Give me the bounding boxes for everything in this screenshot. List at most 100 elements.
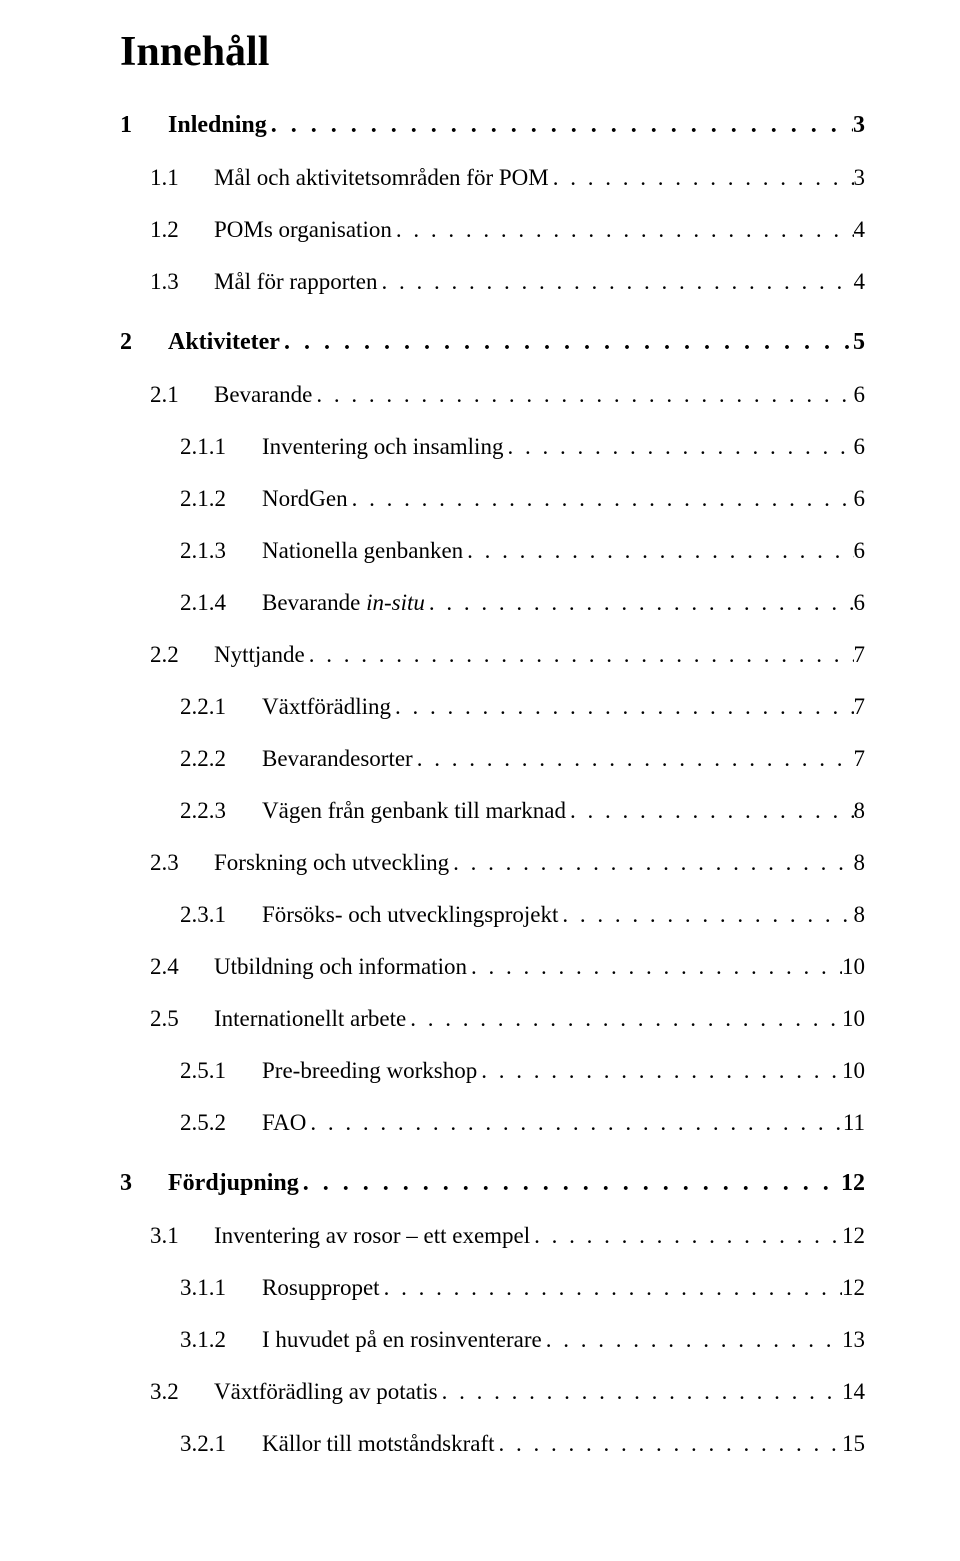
toc-page-number: 6: [854, 382, 866, 408]
toc-page-number: 4: [854, 269, 866, 295]
toc-number: 2.1.2: [180, 486, 262, 512]
toc-entry: 1.2POMs organisation 4: [150, 217, 865, 243]
toc-number: 1: [120, 112, 168, 139]
toc-leader-dots: [503, 434, 853, 460]
toc-entry: 3Fördjupning12: [120, 1170, 865, 1197]
toc-page-number: 6: [854, 434, 866, 460]
toc-title: POMs organisation: [214, 217, 392, 243]
toc-page-number: 6: [854, 486, 866, 512]
toc-page-number: 12: [842, 1275, 865, 1301]
toc-entry: 2.2.2Bevarandesorter7: [180, 746, 865, 772]
toc-page-number: 10: [842, 1006, 865, 1032]
toc-number: 2.5.2: [180, 1110, 262, 1136]
toc-page-number: 6: [854, 590, 866, 616]
toc-number: 1.3: [150, 269, 214, 295]
document-title: Innehåll: [120, 28, 865, 76]
toc-entry: 2.3.1Försöks- och utvecklingsprojekt 8: [180, 902, 865, 928]
toc-number: 2.5.1: [180, 1058, 262, 1084]
toc-title: I huvudet på en rosinventerare: [262, 1327, 542, 1353]
toc-number: 3.1.2: [180, 1327, 262, 1353]
toc-leader-dots: [413, 746, 854, 772]
toc-page-number: 8: [854, 902, 866, 928]
toc-number: 3.1.1: [180, 1275, 262, 1301]
toc-page-number: 15: [842, 1431, 865, 1457]
toc-entry: 3.2Växtförädling av potatis14: [150, 1379, 865, 1405]
toc-number: 2.3: [150, 850, 214, 876]
toc-title: Mål för rapporten: [214, 269, 378, 295]
toc-title: Rosuppropet: [262, 1275, 380, 1301]
toc-title: Vägen från genbank till marknad: [262, 798, 566, 824]
toc-page-number: 3: [853, 112, 865, 139]
toc-leader-dots: [425, 590, 854, 616]
toc-leader-dots: [306, 1110, 843, 1136]
toc-page-number: 13: [842, 1327, 865, 1353]
toc-leader-dots: [391, 694, 853, 720]
toc-number: 2.1.4: [180, 590, 262, 616]
toc-title: Nationella genbanken: [262, 538, 463, 564]
toc-number: 2.1: [150, 382, 214, 408]
toc-entry: 2.2.3Vägen från genbank till marknad8: [180, 798, 865, 824]
toc-title: Bevarandesorter: [262, 746, 413, 772]
toc-number: 3: [120, 1170, 168, 1197]
toc-page-number: 5: [853, 329, 865, 356]
toc-title: Aktiviteter: [168, 329, 280, 356]
toc-title: Internationellt arbete: [214, 1006, 406, 1032]
toc-page-number: 8: [854, 850, 866, 876]
toc-title: Mål och aktivitetsområden för POM: [214, 165, 549, 191]
toc-leader-dots: [495, 1431, 842, 1457]
toc-page-number: 3: [854, 165, 866, 191]
toc-page-number: 4: [854, 217, 866, 243]
toc-leader-dots: [378, 269, 854, 295]
toc-title: Bevarande: [214, 382, 312, 408]
toc-title: Inventering och insamling: [262, 434, 503, 460]
toc-number: 1.2: [150, 217, 214, 243]
toc-number: 2.2.1: [180, 694, 262, 720]
toc-entry: 2.5.1Pre-breeding workshop 10: [180, 1058, 865, 1084]
toc-title: Inventering av rosor – ett exempel: [214, 1223, 530, 1249]
toc-title: Försöks- och utvecklingsprojekt: [262, 902, 558, 928]
toc-title: Pre-breeding workshop: [262, 1058, 477, 1084]
toc-page-number: 8: [854, 798, 866, 824]
toc-leader-dots: [542, 1327, 842, 1353]
toc-page-number: 12: [841, 1170, 865, 1197]
toc-leader-dots: [467, 954, 842, 980]
toc-number: 2.1.1: [180, 434, 262, 460]
toc-title: NordGen: [262, 486, 348, 512]
toc-leader-dots: [558, 902, 853, 928]
toc-leader-dots: [406, 1006, 842, 1032]
toc-entry: 2.2.1Växtförädling 7: [180, 694, 865, 720]
toc-entry: 2.1.3Nationella genbanken 6: [180, 538, 865, 564]
toc-entry: 2.2Nyttjande7: [150, 642, 865, 668]
toc-number: 2.4: [150, 954, 214, 980]
toc-entry: 2.5Internationellt arbete10: [150, 1006, 865, 1032]
toc-leader-dots: [305, 642, 854, 668]
toc-leader-dots: [392, 217, 854, 243]
toc-entry: 2.1.2NordGen 6: [180, 486, 865, 512]
toc-page-number: 14: [842, 1379, 865, 1405]
toc-title: Växtförädling: [262, 694, 391, 720]
toc-page-number: 7: [854, 694, 866, 720]
toc-number: 2.1.3: [180, 538, 262, 564]
toc-page-number: 7: [854, 746, 866, 772]
toc-leader-dots: [438, 1379, 842, 1405]
toc-entry: 2.4Utbildning och information 10: [150, 954, 865, 980]
toc-leader-dots: [463, 538, 853, 564]
toc-page-number: 10: [842, 954, 865, 980]
toc-page-number: 10: [842, 1058, 865, 1084]
toc-entry: 2Aktiviteter5: [120, 329, 865, 356]
toc-leader-dots: [449, 850, 853, 876]
toc-title: Nyttjande: [214, 642, 305, 668]
toc-page-number: 6: [854, 538, 866, 564]
toc-leader-dots: [348, 486, 854, 512]
toc-leader-dots: [267, 112, 853, 139]
toc-leader-dots: [299, 1170, 841, 1197]
toc-title: Forskning och utveckling: [214, 850, 449, 876]
toc-entry: 2.1Bevarande 6: [150, 382, 865, 408]
toc-leader-dots: [280, 329, 853, 356]
toc-title: Utbildning och information: [214, 954, 467, 980]
toc-entry: 2.3Forskning och utveckling 8: [150, 850, 865, 876]
toc-number: 3.1: [150, 1223, 214, 1249]
toc-number: 2.3.1: [180, 902, 262, 928]
toc-leader-dots: [549, 165, 854, 191]
toc-entry: 3.1.2I huvudet på en rosinventerare 13: [180, 1327, 865, 1353]
